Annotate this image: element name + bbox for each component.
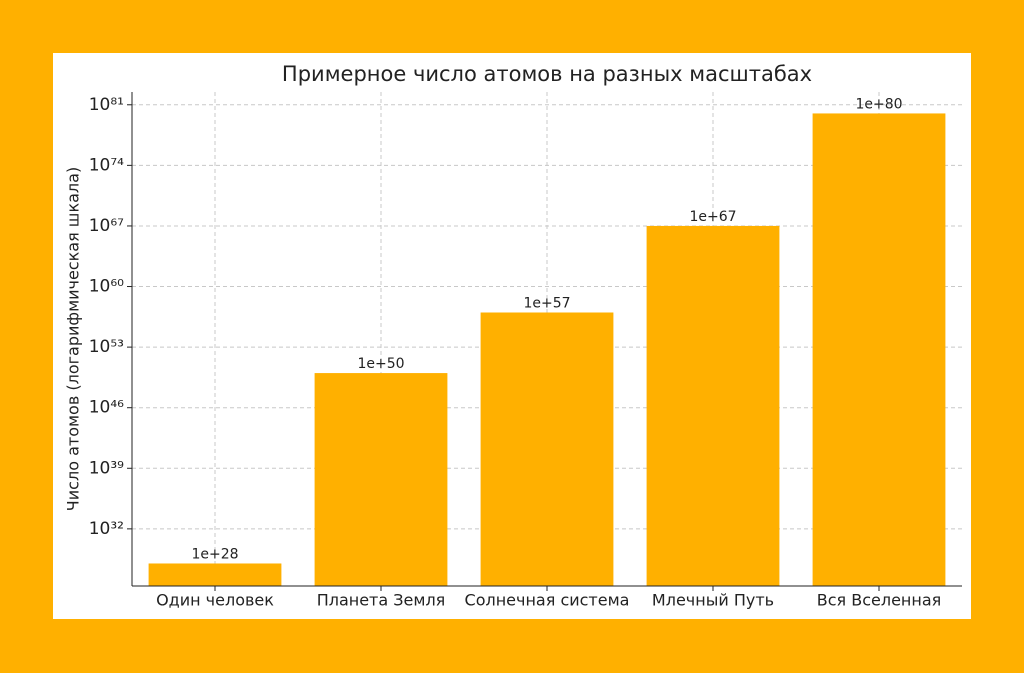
value-label: 1e+50 xyxy=(357,356,404,372)
y-tick-label: 10³² xyxy=(89,519,124,539)
y-tick-label: 10⁵³ xyxy=(89,337,124,357)
value-label: 1e+28 xyxy=(191,546,238,562)
y-tick-label: 10⁶⁷ xyxy=(89,216,124,236)
y-tick-label: 10⁷⁴ xyxy=(89,155,124,175)
value-label: 1e+80 xyxy=(855,96,902,112)
x-tick-label: Млечный Путь xyxy=(652,591,774,610)
value-label: 1e+57 xyxy=(523,295,570,311)
y-tick-label: 10⁴⁶ xyxy=(89,398,124,418)
y-tick-label: 10³⁹ xyxy=(89,458,124,478)
bar xyxy=(314,373,448,586)
bar xyxy=(812,113,946,587)
chart-title: Примерное число атомов на разных масштаб… xyxy=(282,62,812,86)
bar xyxy=(646,225,780,586)
x-tick-label: Один человек xyxy=(156,591,274,610)
y-tick-label: 10⁸¹ xyxy=(89,95,124,115)
x-tick-label: Вся Вселенная xyxy=(817,591,942,610)
x-tick-label: Планета Земля xyxy=(317,591,446,610)
y-axis-label: Число атомов (логарифмическая шкала) xyxy=(64,167,83,511)
value-label: 1e+67 xyxy=(689,209,736,225)
bar xyxy=(148,563,282,586)
y-tick-label: 10⁶⁰ xyxy=(89,277,124,297)
bar xyxy=(480,312,614,586)
x-tick-label: Солнечная система xyxy=(465,591,630,610)
